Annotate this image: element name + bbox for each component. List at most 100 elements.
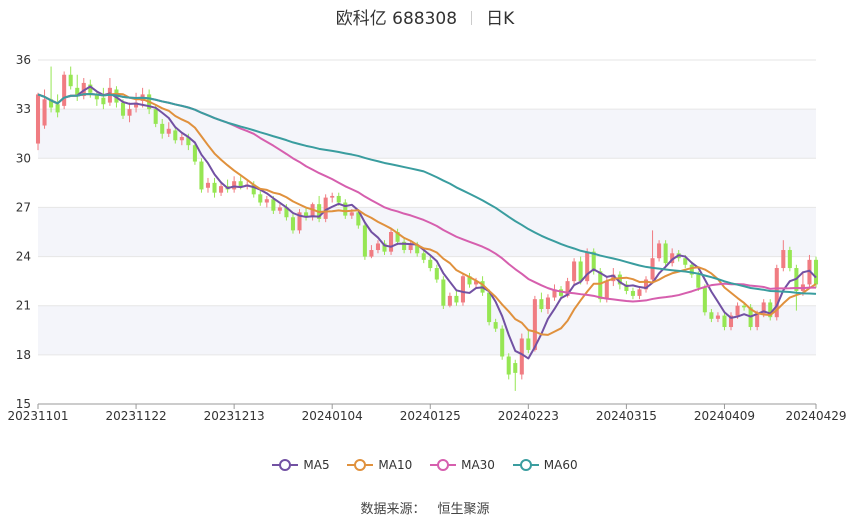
- legend-item-ma30[interactable]: MA30: [430, 458, 495, 472]
- candle-up: [728, 312, 734, 331]
- candle-up: [389, 228, 394, 255]
- candle-body: [395, 232, 400, 242]
- candle-body: [572, 261, 577, 282]
- candle-body: [447, 295, 452, 306]
- candle-body: [702, 287, 707, 313]
- candle-down: [441, 276, 446, 309]
- candle-body: [238, 181, 243, 187]
- candle-down: [558, 286, 564, 300]
- candle-body: [343, 202, 348, 216]
- candle-up: [519, 333, 524, 380]
- candle-body: [715, 315, 720, 319]
- candle-up: [552, 284, 557, 301]
- candle-down: [153, 105, 158, 128]
- candle-up: [715, 312, 720, 323]
- candle-body: [389, 232, 394, 252]
- candle-down: [500, 325, 505, 360]
- candle-body: [513, 363, 518, 373]
- y-tick-label: 15: [16, 397, 31, 411]
- candle-body: [284, 207, 289, 218]
- candle-body: [402, 241, 407, 251]
- candle-body: [382, 243, 387, 252]
- candle-up: [657, 240, 662, 262]
- period-label: 日K: [486, 9, 515, 29]
- candle-up: [166, 122, 171, 137]
- candle-body: [696, 274, 701, 288]
- candle-body: [532, 299, 537, 350]
- y-tick-label: 27: [16, 200, 31, 214]
- candle-body: [186, 136, 191, 146]
- source-provider: 恒生聚源: [437, 502, 490, 517]
- candle-body: [408, 245, 413, 251]
- candle-body: [62, 74, 67, 106]
- candle-down: [212, 177, 217, 198]
- candle-down: [428, 256, 433, 272]
- candle-down: [689, 261, 694, 278]
- candle-body: [670, 253, 675, 264]
- candle-down: [101, 87, 106, 110]
- candle-body: [277, 207, 282, 211]
- candle-down: [75, 74, 80, 101]
- candle-up: [670, 248, 675, 267]
- candle-body: [735, 305, 740, 316]
- candle-body: [598, 271, 603, 300]
- candle-body: [212, 182, 217, 193]
- candle-body: [323, 197, 328, 219]
- candle-down: [192, 141, 197, 165]
- candle-down: [49, 66, 54, 113]
- legend-item-ma10[interactable]: MA10: [347, 458, 412, 472]
- y-tick-label: 30: [16, 151, 31, 165]
- candle-body: [264, 199, 269, 203]
- candle-up: [572, 258, 577, 285]
- y-tick-label: 24: [16, 250, 31, 264]
- candle-up: [310, 202, 315, 221]
- candle-body: [768, 302, 773, 318]
- candle-body: [375, 243, 380, 251]
- x-axis: 20231101 20231122 20231213 20240104 20240125…: [7, 404, 847, 423]
- candle-body: [467, 276, 472, 285]
- candle-down: [813, 256, 819, 288]
- candle-down: [362, 222, 367, 260]
- candle-body: [624, 284, 629, 291]
- candle-body: [192, 145, 197, 162]
- candle-body: [604, 281, 609, 300]
- legend-item-ma60[interactable]: MA60: [512, 458, 578, 472]
- candle-up: [232, 176, 237, 193]
- candle-down: [702, 284, 707, 316]
- candle-body: [219, 186, 224, 193]
- candle-up: [375, 240, 380, 254]
- candle-down: [513, 359, 518, 391]
- candle-body: [271, 199, 276, 211]
- y-tick-label: 33: [16, 102, 31, 116]
- candle-down: [578, 256, 583, 285]
- candle-body: [558, 289, 564, 296]
- candle-body: [663, 243, 668, 264]
- legend-label-ma5: MA5: [303, 458, 330, 472]
- plot-background-bands: [38, 109, 816, 355]
- candle-down: [395, 228, 400, 246]
- candle-body: [526, 338, 531, 350]
- data-source: 数据来源： 恒生聚源: [0, 498, 850, 517]
- candle-body: [650, 258, 655, 280]
- candle-body: [310, 204, 315, 218]
- candle-down: [382, 240, 387, 255]
- candle-down: [617, 271, 622, 290]
- candle-body: [460, 276, 465, 303]
- candle-body: [493, 322, 498, 329]
- legend-marker-ma5-icon: [272, 459, 299, 471]
- candle-down: [304, 207, 309, 221]
- y-tick-label: 21: [16, 299, 31, 313]
- ma10-line: [37, 92, 817, 336]
- candle-body: [474, 281, 479, 285]
- candle-down: [68, 66, 73, 90]
- legend-item-ma5[interactable]: MA5: [272, 458, 330, 472]
- candle-down: [526, 330, 531, 354]
- candle-up: [107, 78, 112, 106]
- candle-body: [290, 217, 296, 231]
- candle-body: [88, 84, 93, 93]
- candle-down: [624, 281, 629, 295]
- x-tick-label: 20240104: [302, 409, 363, 423]
- y-axis: 15 18 21 24 27 30 33 36: [16, 53, 31, 411]
- x-tick-label: 20240125: [400, 409, 461, 423]
- candle-up: [460, 272, 465, 306]
